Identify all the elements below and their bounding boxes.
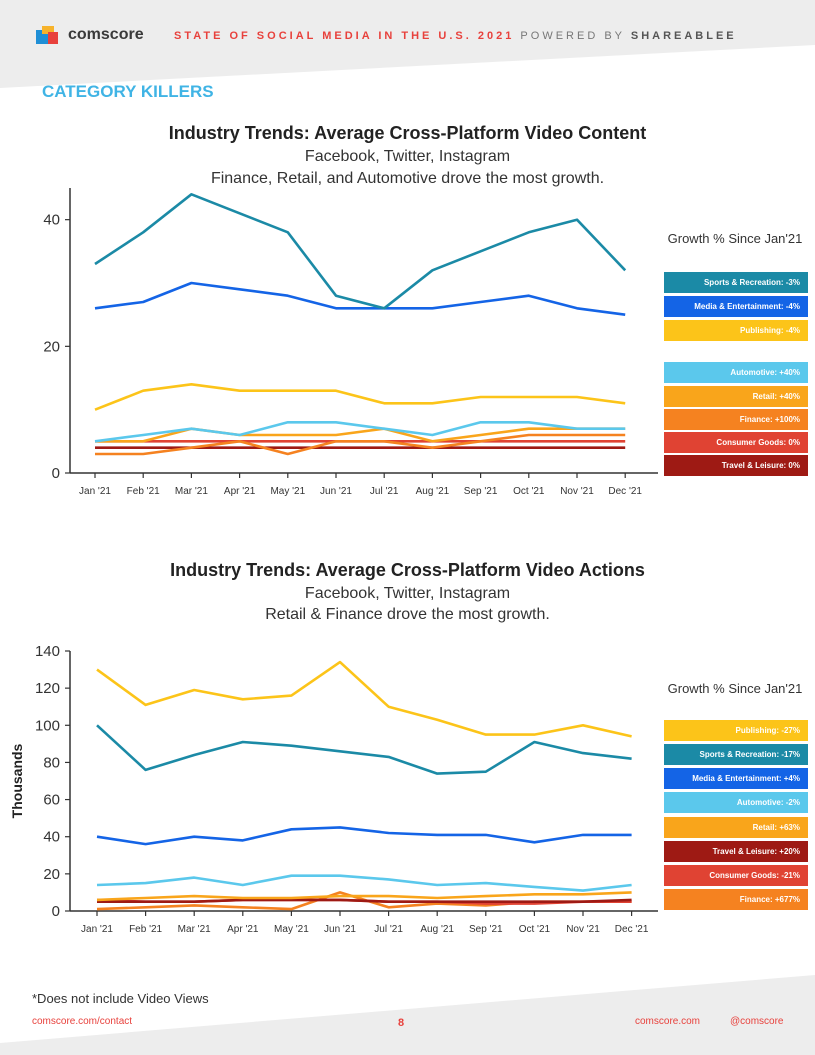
chart1-legend-item: Media & Entertainment: -4% <box>664 296 808 317</box>
chart2-series-line <box>96 874 632 892</box>
report-title-main: STATE OF SOCIAL MEDIA IN THE U.S. 2021 <box>174 30 515 42</box>
page-number: 8 <box>398 1017 405 1029</box>
chart2-legend-item: Media & Entertainment: +4% <box>664 768 808 789</box>
footer-site-link[interactable]: comscore.com <box>635 1016 701 1027</box>
chart2-title: Industry Trends: Average Cross-Platform … <box>170 560 645 580</box>
chart2-series-line <box>96 724 632 775</box>
chart2-x-tick-label: Jun '21 <box>324 924 356 935</box>
chart2-x-tick-label: Dec '21 <box>615 924 649 935</box>
chart1-y-tick-label: 0 <box>52 465 60 482</box>
logo-text: comscore <box>68 26 144 43</box>
chart1-x-tick-label: May '21 <box>270 486 305 497</box>
chart2-y-tick-label: 120 <box>35 680 60 697</box>
chart1-legend-item: Sports & Recreation: -3% <box>664 272 808 293</box>
chart2-legend-item: Finance: +677% <box>664 889 808 910</box>
chart2-legend-title: Growth % Since Jan'21 <box>667 681 803 696</box>
chart1-series-line <box>94 420 626 443</box>
header-background <box>0 0 815 88</box>
chart2-series-line <box>97 898 632 904</box>
chart2-series-line <box>96 826 632 846</box>
chart1-series-line <box>94 281 626 316</box>
chart2-series-line <box>96 660 632 738</box>
chart2-legend-item: Automotive: -2% <box>664 792 808 813</box>
chart1-series-line <box>94 382 626 411</box>
chart1-x-tick-label: Jul '21 <box>370 486 399 497</box>
chart2-x-tick-label: May '21 <box>274 924 309 935</box>
comscore-logo: comscore <box>36 26 144 44</box>
chart1-series-line <box>95 433 626 456</box>
chart1-legend-item: Finance: +100% <box>664 409 808 430</box>
report-title-powered: POWERED BY <box>520 30 625 42</box>
chart2-series-line <box>96 891 632 902</box>
chart1-legend-item: Automotive: +40% <box>664 362 808 383</box>
chart2-subtitle-1: Facebook, Twitter, Instagram <box>304 585 511 602</box>
chart2-x-tick-label: Oct '21 <box>519 924 551 935</box>
chart2-y-tick-label: 140 <box>35 643 60 660</box>
chart2-legend-item: Consumer Goods: -21% <box>664 865 808 886</box>
footer-handle-link[interactable]: @comscore <box>730 1016 784 1027</box>
chart2-y-tick-label: 60 <box>43 792 60 809</box>
chart1-y-tick-label: 20 <box>43 338 60 355</box>
chart2-y-tick-label: 100 <box>35 717 60 734</box>
chart1-x-tick-label: Sep '21 <box>464 486 498 497</box>
chart1-legend-item: Travel & Leisure: 0% <box>664 455 808 476</box>
footnote: *Does not include Video Views <box>32 991 209 1006</box>
chart2-x-tick-label: Sep '21 <box>469 924 503 935</box>
chart2-y-tick-label: 40 <box>43 829 60 846</box>
report-title-brand: SHAREABLEE <box>630 30 737 42</box>
chart1-x-tick-label: Aug '21 <box>416 486 450 497</box>
chart2-x-tick-label: Apr '21 <box>227 924 259 935</box>
footer-contact-link[interactable]: comscore.com/contact <box>32 1016 133 1027</box>
chart1-series-line <box>94 193 627 310</box>
chart1-x-tick-label: Jan '21 <box>79 486 111 497</box>
chart2-x-tick-label: Feb '21 <box>129 924 162 935</box>
chart2-x-tick-label: Nov '21 <box>566 924 600 935</box>
chart2-x-tick-label: Aug '21 <box>420 924 454 935</box>
chart2-y-tick-label: 80 <box>43 754 60 771</box>
chart1-x-tick-label: Mar '21 <box>175 486 208 497</box>
chart2-x-tick-label: Jan '21 <box>81 924 113 935</box>
chart1-x-tick-label: Nov '21 <box>560 486 594 497</box>
comscore-logo-icon <box>36 26 60 44</box>
chart2-x-tick-label: Mar '21 <box>178 924 211 935</box>
chart1-x-tick-label: Oct '21 <box>513 486 545 497</box>
chart1-y-tick-label: 40 <box>43 212 60 229</box>
chart1-legend-item: Retail: +40% <box>664 386 808 407</box>
chart2-subtitle-2: Retail & Finance drove the most growth. <box>265 606 550 623</box>
report-title: STATE OF SOCIAL MEDIA IN THE U.S. 2021 P… <box>174 30 737 42</box>
chart1-legend-title: Growth % Since Jan'21 <box>667 231 803 246</box>
chart1-legend-item: Consumer Goods: 0% <box>664 432 808 453</box>
chart1-x-tick-label: Jun '21 <box>320 486 352 497</box>
chart1-x-tick-label: Apr '21 <box>224 486 256 497</box>
chart1-x-tick-label: Dec '21 <box>608 486 642 497</box>
chart2-x-tick-label: Jul '21 <box>374 924 403 935</box>
chart1-x-tick-label: Feb '21 <box>127 486 160 497</box>
chart2-legend-item: Retail: +63% <box>664 817 808 838</box>
section-title: CATEGORY KILLERS <box>42 82 214 101</box>
chart1-subtitle-1: Facebook, Twitter, Instagram <box>304 148 511 165</box>
chart2-legend-item: Travel & Leisure: +20% <box>664 841 808 862</box>
chart2-legend-item: Publishing: -27% <box>664 720 808 741</box>
chart2-legend-item: Sports & Recreation: -17% <box>664 744 808 765</box>
chart2-y-tick-label: 0 <box>52 903 60 920</box>
chart1-title: Industry Trends: Average Cross-Platform … <box>168 123 647 143</box>
chart1-subtitle-2: Finance, Retail, and Automotive drove th… <box>210 170 605 187</box>
footer-background <box>0 975 815 1055</box>
chart2-y-tick-label: 20 <box>43 866 60 883</box>
chart2-y-axis-label: Thousands <box>9 743 25 818</box>
chart1-legend-item: Publishing: -4% <box>664 320 808 341</box>
